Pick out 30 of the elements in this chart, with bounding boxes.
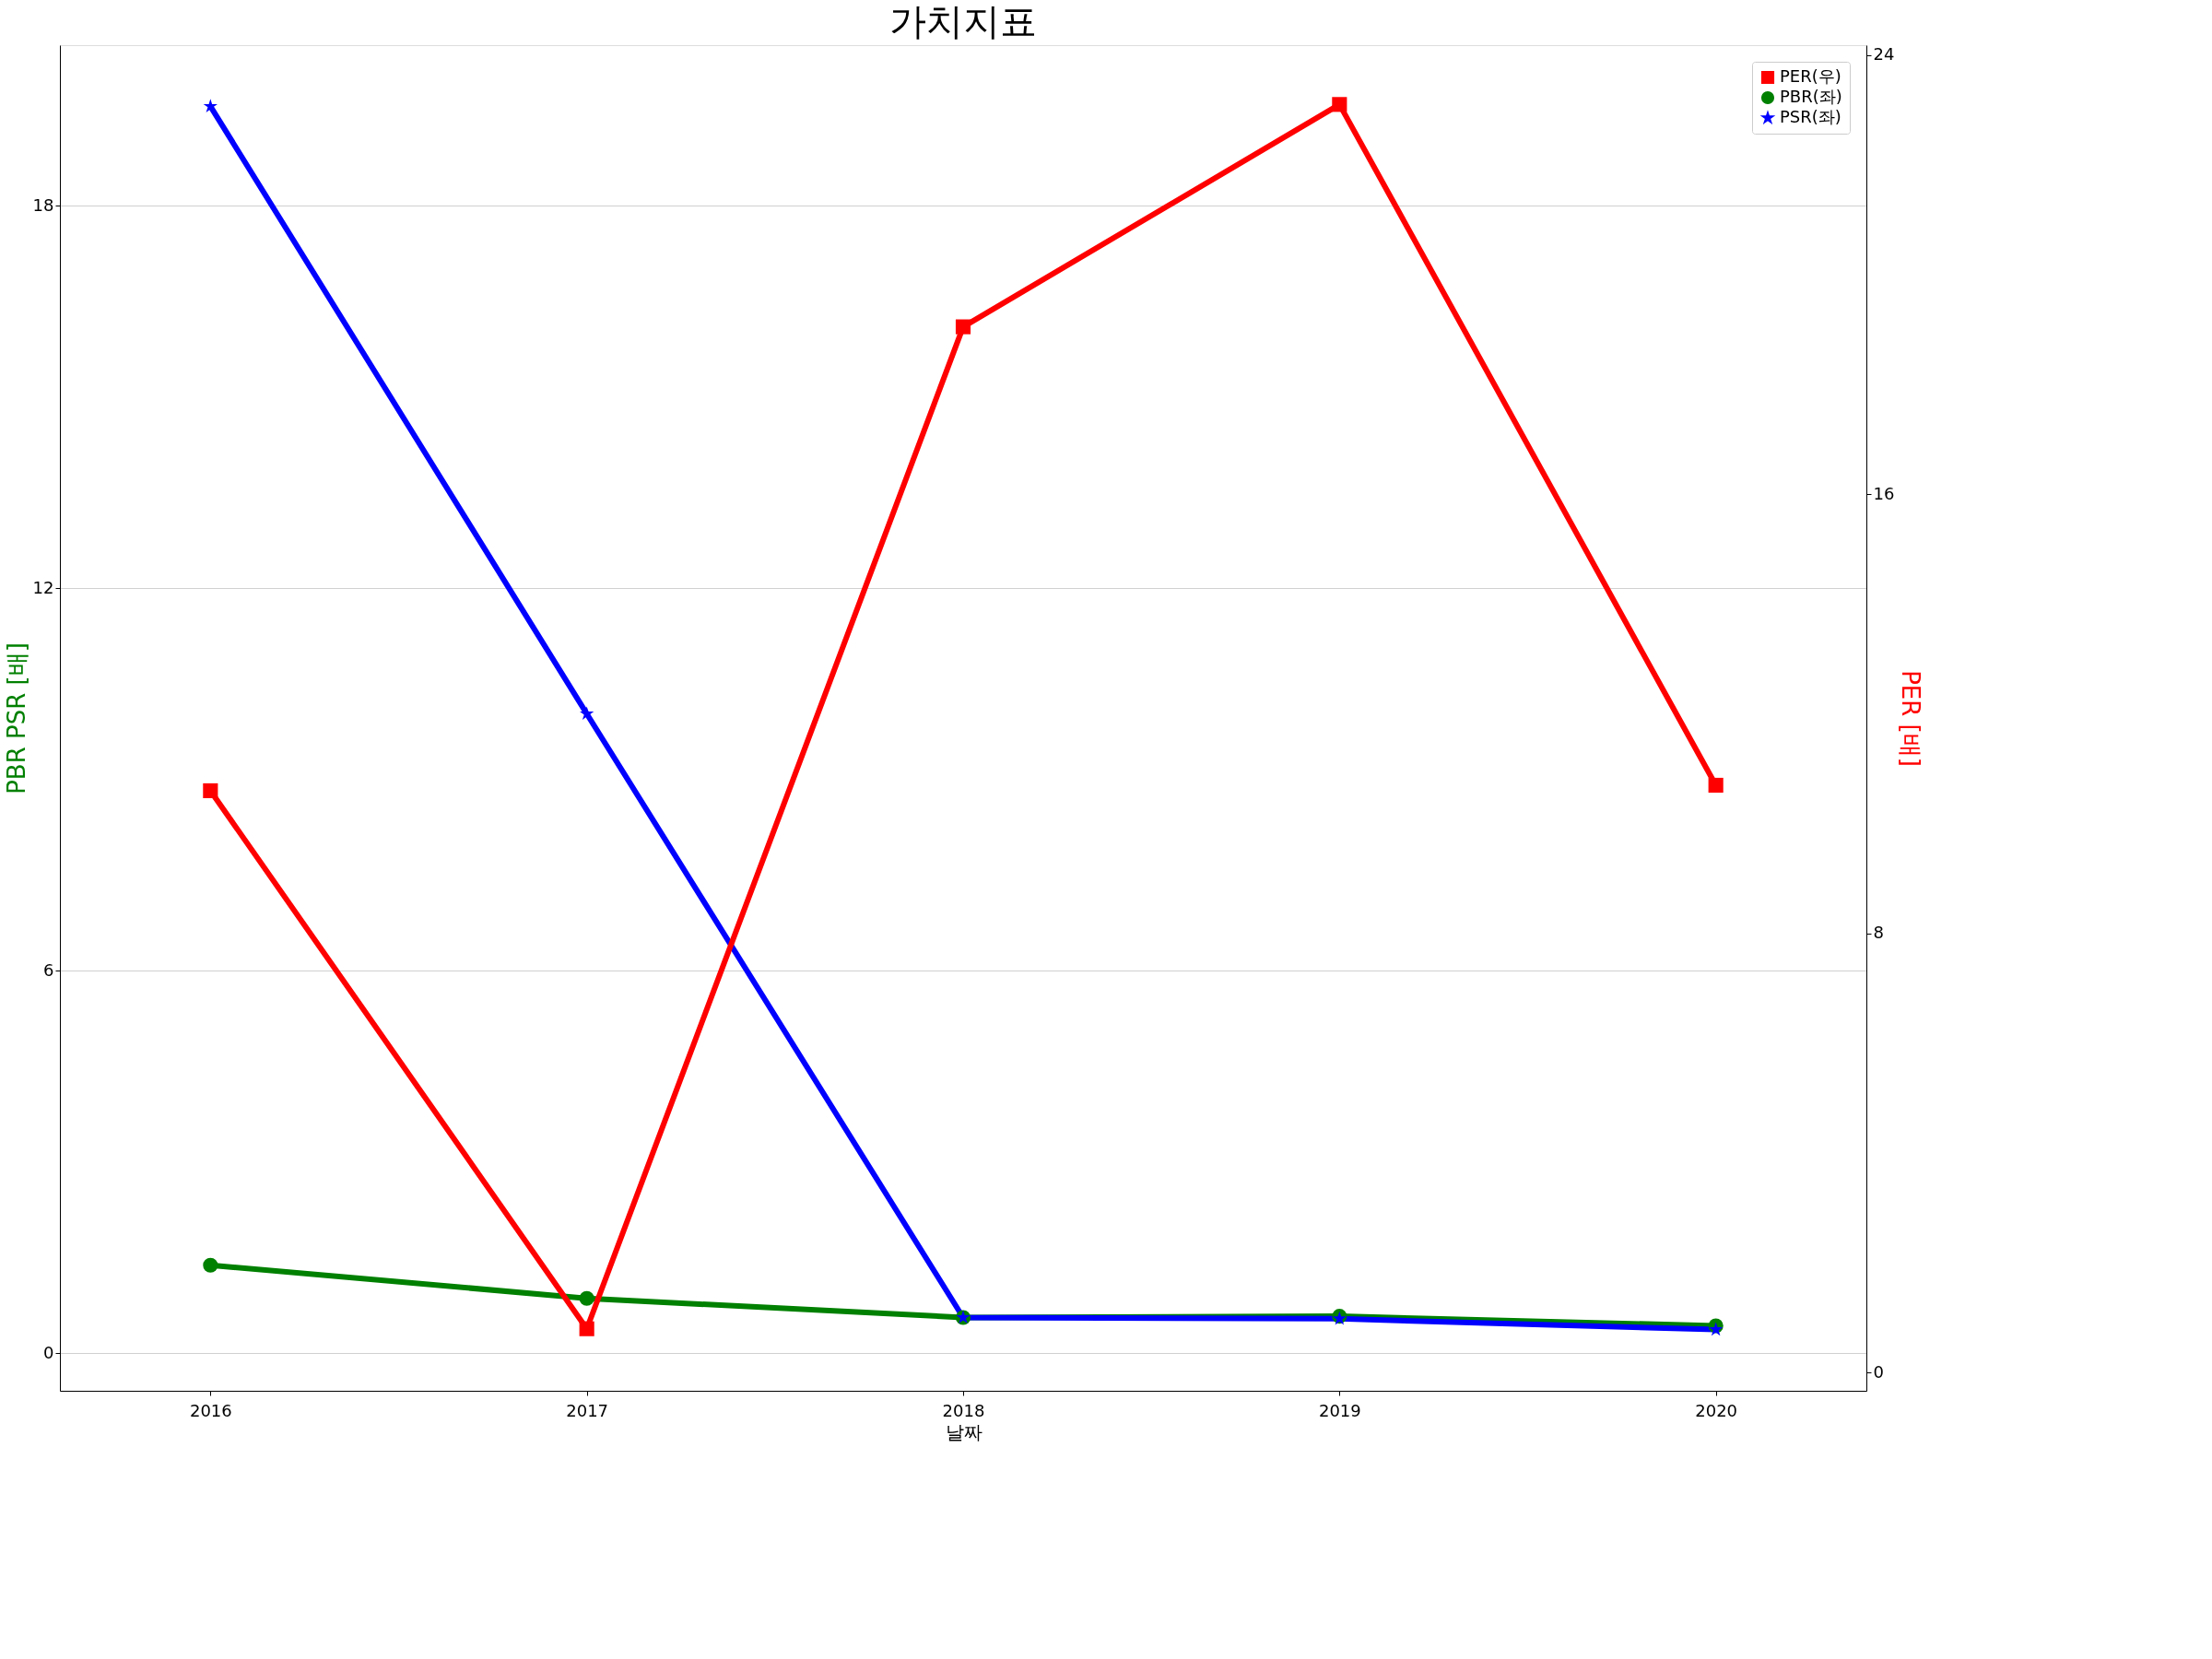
y-tick-label: 0 bbox=[43, 1342, 54, 1362]
point bbox=[579, 1321, 594, 1336]
point bbox=[1709, 1322, 1724, 1336]
y-tick-label: 12 bbox=[32, 577, 54, 597]
x-axis-title: 날짜 bbox=[945, 1420, 982, 1443]
point bbox=[579, 1290, 594, 1306]
point bbox=[955, 319, 971, 335]
legend-label: PER(우) bbox=[1780, 66, 1841, 86]
y-axis-title: PBR PSR [배] bbox=[2, 642, 30, 794]
legend-label: PSR(좌) bbox=[1780, 107, 1841, 126]
x-tick-label: 2019 bbox=[1318, 1400, 1361, 1420]
point bbox=[1708, 777, 1724, 794]
chart-title: 가치지표 bbox=[889, 0, 1037, 42]
x-tick-label: 2018 bbox=[942, 1400, 985, 1420]
y2-axis-title: PER [배] bbox=[1897, 670, 1925, 767]
y2-tick-label: 24 bbox=[1873, 44, 1895, 65]
y2-tick-label: 0 bbox=[1873, 1361, 1884, 1382]
point bbox=[1332, 97, 1347, 112]
y2-tick-label: 16 bbox=[1873, 483, 1895, 503]
x-tick-label: 2020 bbox=[1695, 1400, 1738, 1420]
x-tick-label: 2017 bbox=[566, 1400, 609, 1420]
y-tick-label: 6 bbox=[43, 959, 54, 980]
point bbox=[203, 99, 218, 112]
legend-label: PBR(좌) bbox=[1780, 87, 1842, 106]
y-tick-label: 18 bbox=[32, 194, 54, 215]
point bbox=[580, 706, 594, 721]
point bbox=[203, 1257, 218, 1273]
point bbox=[203, 782, 218, 798]
x-tick-label: 2016 bbox=[189, 1400, 232, 1420]
y2-tick-label: 8 bbox=[1873, 923, 1884, 943]
